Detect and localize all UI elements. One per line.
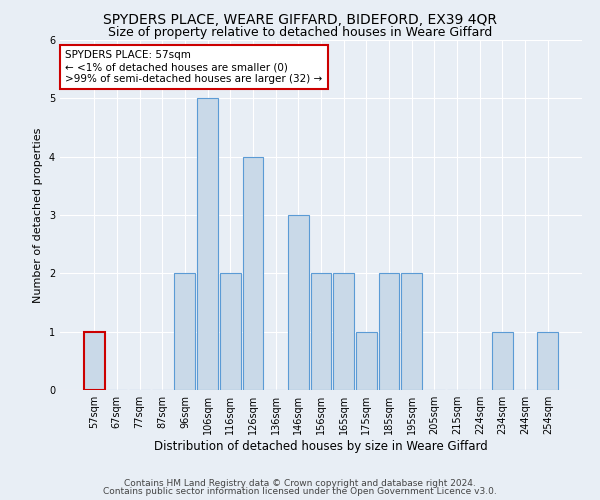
Text: SPYDERS PLACE: 57sqm
← <1% of detached houses are smaller (0)
>99% of semi-detac: SPYDERS PLACE: 57sqm ← <1% of detached h… <box>65 50 322 84</box>
Bar <box>197 98 218 390</box>
Bar <box>242 156 263 390</box>
X-axis label: Distribution of detached houses by size in Weare Giffard: Distribution of detached houses by size … <box>154 440 488 453</box>
Bar <box>333 274 354 390</box>
Bar <box>84 332 104 390</box>
Bar <box>220 274 241 390</box>
Bar <box>492 332 513 390</box>
Bar <box>379 274 400 390</box>
Y-axis label: Number of detached properties: Number of detached properties <box>34 128 43 302</box>
Bar <box>288 215 309 390</box>
Bar <box>175 274 196 390</box>
Text: Contains HM Land Registry data © Crown copyright and database right 2024.: Contains HM Land Registry data © Crown c… <box>124 478 476 488</box>
Bar <box>356 332 377 390</box>
Bar <box>538 332 558 390</box>
Text: Contains public sector information licensed under the Open Government Licence v3: Contains public sector information licen… <box>103 487 497 496</box>
Text: Size of property relative to detached houses in Weare Giffard: Size of property relative to detached ho… <box>108 26 492 39</box>
Bar <box>311 274 331 390</box>
Bar <box>401 274 422 390</box>
Text: SPYDERS PLACE, WEARE GIFFARD, BIDEFORD, EX39 4QR: SPYDERS PLACE, WEARE GIFFARD, BIDEFORD, … <box>103 12 497 26</box>
